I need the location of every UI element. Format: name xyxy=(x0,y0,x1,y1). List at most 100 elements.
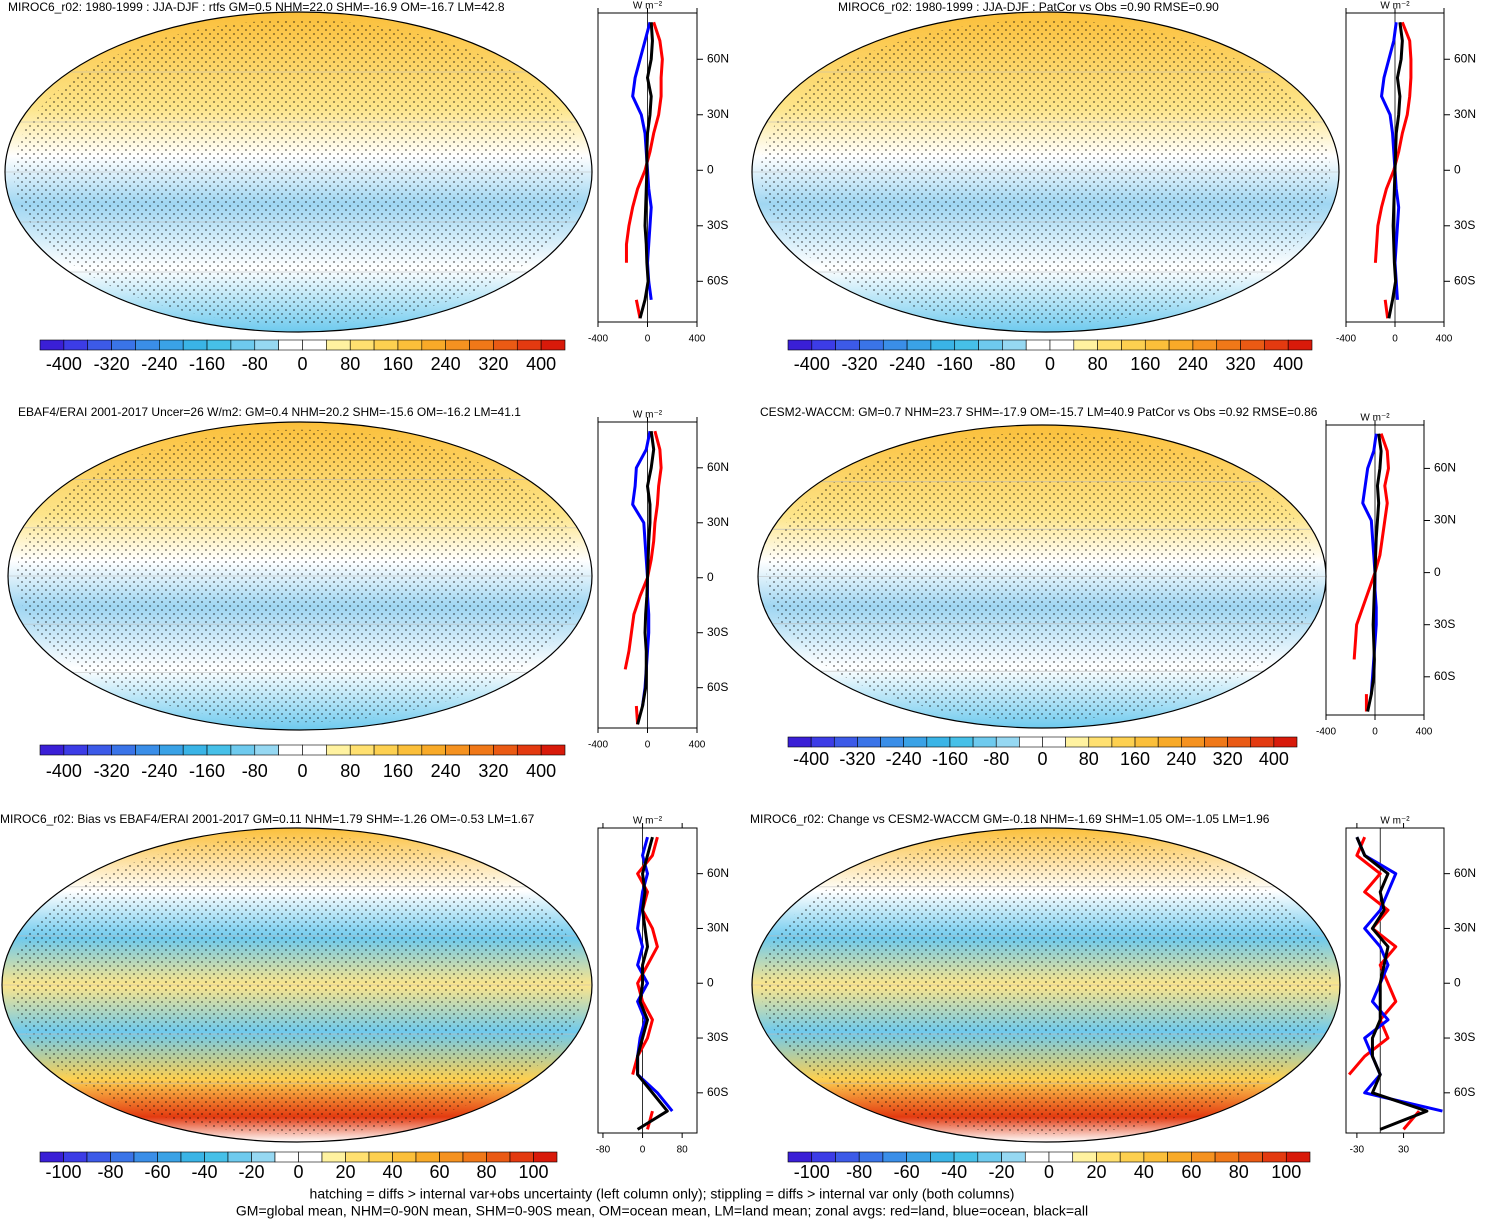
colorbar-label: -80 xyxy=(242,354,268,374)
colorbar-label: 400 xyxy=(526,354,556,374)
colorbar-label: 80 xyxy=(1079,749,1099,769)
x-tick-label: 80 xyxy=(677,1145,689,1156)
colorbar-box xyxy=(1191,1151,1216,1163)
y-tick-label: 60N xyxy=(707,866,729,880)
x-tick-label: 0 xyxy=(645,740,651,751)
colorbar-label: -100 xyxy=(45,1162,81,1182)
colorbar-label: 80 xyxy=(1088,354,1108,374)
colorbar-box xyxy=(1065,736,1090,748)
zonal-line xyxy=(638,22,654,319)
y-tick-label: 30S xyxy=(707,625,728,639)
colorbar-box xyxy=(111,339,136,351)
colorbar-label: -320 xyxy=(94,354,130,374)
colorbar-box xyxy=(1088,736,1113,748)
colorbar-label: 240 xyxy=(1178,354,1208,374)
zonal-line xyxy=(624,21,664,319)
colorbar-box xyxy=(421,744,446,756)
colorbar-box xyxy=(159,339,184,351)
map-outline xyxy=(1,827,593,1143)
colorbar-box xyxy=(972,736,997,748)
colorbar-label: 0 xyxy=(293,1162,303,1182)
footer-line: hatching = diffs > internal var+obs unce… xyxy=(310,1186,1015,1202)
unit-label: W m⁻² xyxy=(1360,413,1390,424)
colorbar-box xyxy=(903,736,928,748)
colorbar-label: 60 xyxy=(1181,1162,1201,1182)
colorbar-label: 80 xyxy=(1229,1162,1249,1182)
colorbar-box xyxy=(493,744,518,756)
panel-title: MIROC6_r02: Change vs CESM2-WACCM GM=-0.… xyxy=(750,812,1270,826)
zonal-line xyxy=(636,430,656,725)
colorbar-box xyxy=(1285,1151,1311,1163)
x-tick-label: -400 xyxy=(588,740,608,751)
colorbar-label: 20 xyxy=(335,1162,355,1182)
colorbar-box xyxy=(930,1151,955,1163)
colorbar-box xyxy=(1111,736,1136,748)
colorbar-box xyxy=(1025,339,1051,351)
colorbar-box xyxy=(278,744,303,756)
colorbar-box xyxy=(787,1151,813,1163)
colorbar-label: -240 xyxy=(889,354,925,374)
colorbar-label: -160 xyxy=(932,749,968,769)
colorbar-box xyxy=(133,1151,158,1163)
colorbar-box xyxy=(278,339,303,351)
colorbar-box xyxy=(1096,1151,1121,1163)
colorbar-label: -160 xyxy=(189,354,225,374)
x-tick-label: 400 xyxy=(689,334,706,345)
colorbar-box xyxy=(373,744,399,756)
colorbar-box xyxy=(326,339,351,351)
colorbar-box xyxy=(274,1151,299,1163)
y-tick-label: 0 xyxy=(707,162,714,176)
y-tick-label: 0 xyxy=(1434,565,1441,579)
colorbar-box xyxy=(1143,1151,1168,1163)
y-tick-label: 60S xyxy=(707,1085,728,1099)
colorbar-label: 160 xyxy=(383,761,413,781)
colorbar-label: -400 xyxy=(794,354,830,374)
colorbar-label: 80 xyxy=(340,354,360,374)
x-tick-label: 30 xyxy=(1398,1145,1410,1156)
colorbar-label: 400 xyxy=(1273,354,1303,374)
x-tick-label: 0 xyxy=(1392,334,1398,345)
colorbar-box xyxy=(135,339,160,351)
colorbar-label: 20 xyxy=(1086,1162,1106,1182)
colorbar-box xyxy=(811,1151,836,1163)
colorbar-box xyxy=(906,1151,931,1163)
unit-label: W m⁻² xyxy=(633,816,663,827)
colorbar-label: 320 xyxy=(1213,749,1243,769)
y-tick-label: 0 xyxy=(707,975,714,989)
panel-title: MIROC6_r02: 1980-1999 : JJA-DJF : PatCor… xyxy=(838,0,1219,14)
x-tick-label: -400 xyxy=(1336,334,1356,345)
colorbar-label: -100 xyxy=(794,1162,830,1182)
x-tick-label: 400 xyxy=(1436,334,1453,345)
colorbar-label: 0 xyxy=(1044,1162,1054,1182)
colorbar-box xyxy=(509,1151,534,1163)
colorbar-box xyxy=(1019,736,1043,748)
colorbar-label: -240 xyxy=(886,749,922,769)
x-tick-label: -80 xyxy=(596,1145,611,1156)
colorbar-box xyxy=(859,339,884,351)
colorbar-box xyxy=(882,339,908,351)
colorbar-label: 40 xyxy=(1134,1162,1154,1182)
colorbar-box xyxy=(230,339,256,351)
colorbar-label: 240 xyxy=(431,761,461,781)
colorbar-box xyxy=(206,744,232,756)
colorbar-box xyxy=(949,736,974,748)
map-outline xyxy=(751,827,1341,1143)
colorbar-box xyxy=(1204,736,1228,748)
colorbar-label: -320 xyxy=(841,354,877,374)
colorbar-box xyxy=(298,1151,323,1163)
colorbar-label: 400 xyxy=(1259,749,1289,769)
zonal-frame xyxy=(597,827,698,1134)
colorbar-box xyxy=(111,744,136,756)
colorbar-box xyxy=(368,1151,393,1163)
x-tick-label: 400 xyxy=(1416,727,1433,738)
colorbar-box xyxy=(835,1151,860,1163)
colorbar-label: 60 xyxy=(429,1162,449,1182)
colorbar-box xyxy=(445,744,470,756)
colorbar-box xyxy=(86,1151,111,1163)
unit-label: W m⁻² xyxy=(1380,816,1410,827)
zonal-line xyxy=(1373,21,1413,319)
y-tick-label: 60N xyxy=(707,51,729,65)
colorbar-label: -80 xyxy=(983,749,1009,769)
colorbar-box xyxy=(1250,736,1275,748)
colorbar-box xyxy=(1049,339,1075,351)
